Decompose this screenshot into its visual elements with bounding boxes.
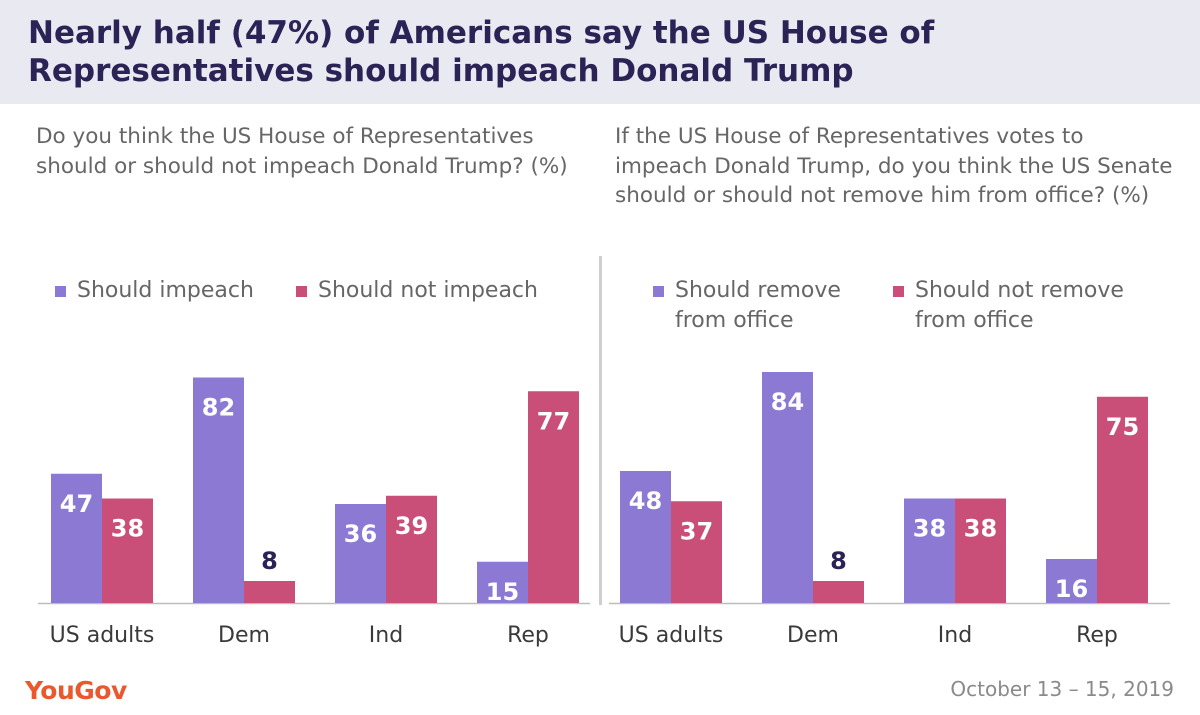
- bar-purple: [335, 504, 386, 603]
- left-legend-swatch-impeach: [55, 286, 66, 297]
- category-label: Ind: [938, 623, 972, 648]
- data-label: 36: [344, 520, 377, 548]
- bar-pink: [528, 391, 579, 603]
- left-question: Do you think the US House of Representat…: [36, 124, 568, 179]
- category-label: Rep: [1076, 623, 1118, 648]
- bar-purple: [1046, 559, 1097, 603]
- data-label: 8: [261, 547, 278, 575]
- bar-purple: [620, 471, 671, 603]
- data-label: 75: [1106, 413, 1139, 441]
- category-label: Rep: [507, 623, 549, 648]
- bar-pink: [813, 581, 864, 603]
- right-legend-swatch-not-remove: [893, 286, 904, 297]
- data-label: 39: [395, 512, 428, 540]
- bar-purple: [904, 498, 955, 603]
- category-label: US adults: [50, 623, 155, 648]
- right-question: If the US House of Representatives votes…: [615, 124, 1173, 208]
- bar-pink: [671, 501, 722, 603]
- category-label: Ind: [369, 623, 403, 648]
- bar-purple: [762, 372, 813, 603]
- bar-pink: [386, 495, 437, 603]
- data-label: 38: [913, 515, 946, 543]
- data-label: 37: [680, 517, 713, 545]
- data-label: 77: [537, 407, 570, 435]
- data-label: 15: [486, 578, 519, 606]
- data-label: 82: [202, 394, 235, 422]
- category-label: Dem: [218, 623, 270, 648]
- survey-date: October 13 – 15, 2019: [950, 677, 1174, 701]
- bar-pink: [955, 498, 1006, 603]
- chart-title: Nearly half (47%) of Americans say the U…: [28, 15, 935, 89]
- bar-pink: [102, 498, 153, 603]
- bar-purple: [193, 377, 244, 603]
- bar-pink: [1097, 396, 1148, 603]
- yougov-logo: YouGov: [25, 676, 127, 705]
- left-legend-not-impeach: Should not impeach: [318, 278, 538, 303]
- bar-purple: [477, 561, 528, 603]
- right-legend-not-remove: Should not remove from office: [915, 278, 1124, 333]
- title-band: [0, 0, 1200, 104]
- bar-purple: [51, 473, 102, 603]
- right-legend-remove: Should remove from office: [675, 278, 841, 333]
- category-label: Dem: [787, 623, 839, 648]
- bar-pink: [244, 581, 295, 603]
- data-label: 38: [964, 515, 997, 543]
- left-legend-swatch-not-impeach: [296, 286, 307, 297]
- category-label: US adults: [619, 623, 724, 648]
- data-label: 8: [830, 547, 847, 575]
- data-label: 84: [771, 388, 804, 416]
- data-label: 48: [629, 487, 662, 515]
- data-label: 38: [111, 515, 144, 543]
- left-legend-impeach: Should impeach: [77, 278, 254, 303]
- right-legend-swatch-remove: [653, 286, 664, 297]
- data-label: 47: [60, 490, 93, 518]
- panel-divider: [599, 256, 602, 605]
- data-label: 16: [1055, 575, 1088, 603]
